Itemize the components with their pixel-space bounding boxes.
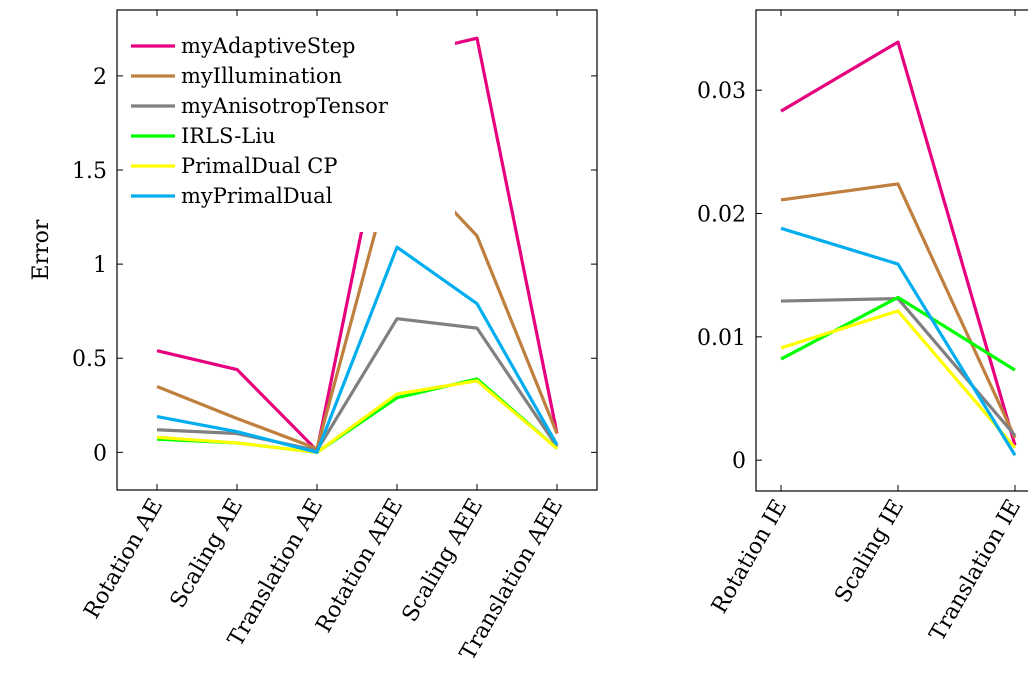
series-line-irls-liu	[780, 295, 1016, 372]
x-tick-label: Rotation AEE	[312, 495, 409, 637]
y-tick-label: 1	[93, 253, 107, 278]
y-tick-label: 2	[93, 65, 107, 90]
x-tick-label: Scaling AEE	[398, 495, 489, 627]
series-line-primaldual-cp	[156, 379, 559, 454]
y-tick-label: 1.5	[72, 159, 107, 184]
y-tick-label: 0.5	[72, 347, 107, 372]
x-tick-label: Translation IE	[925, 496, 1026, 646]
series-line-myprimaldual	[156, 245, 559, 454]
plot-frame	[116, 9, 598, 491]
series-group	[156, 36, 559, 454]
series-line-primaldual-cp	[780, 309, 1017, 449]
plot-frame	[755, 9, 1028, 492]
x-tick-label: Rotation AE	[80, 495, 169, 624]
legend-label: myIllumination	[181, 64, 342, 88]
y-tick-label: 0.01	[697, 326, 746, 351]
y-axis-label: Error	[29, 219, 54, 280]
series-line-myadaptivestep	[156, 36, 559, 453]
x-tick-label: Scaling AE	[166, 495, 249, 613]
y-tick-label: 0	[732, 449, 746, 474]
series-line-myillumination	[780, 182, 1017, 439]
legend-label: myAnisotropTensor	[181, 94, 389, 118]
legend-label: myPrimalDual	[181, 184, 333, 208]
x-tick-label: Rotation IE	[707, 496, 792, 618]
y-tick-label: 0.02	[697, 203, 746, 228]
legend-box	[125, 22, 455, 232]
series-line-myprimaldual	[780, 226, 1017, 457]
series-line-myadaptivestep	[780, 40, 1017, 446]
legend-label: IRLS-Liu	[181, 124, 276, 148]
y-tick-label: 0.03	[697, 79, 746, 104]
legend-label: myAdaptiveStep	[181, 34, 356, 58]
series-group	[780, 40, 1017, 457]
series-line-myillumination	[156, 149, 559, 451]
y-tick-label: 0	[93, 441, 107, 466]
chart-panel-2: 0 0.01 0.02 0.03 Rotation IE Scaling IE Transl…	[697, 9, 1028, 646]
legend: myAdaptiveStep myIllumination myAnisotropT…	[125, 22, 455, 232]
legend-label: PrimalDual CP	[181, 154, 338, 178]
x-tick-label: Scaling IE	[830, 496, 909, 608]
series-line-myanisotroptensor	[156, 317, 559, 453]
